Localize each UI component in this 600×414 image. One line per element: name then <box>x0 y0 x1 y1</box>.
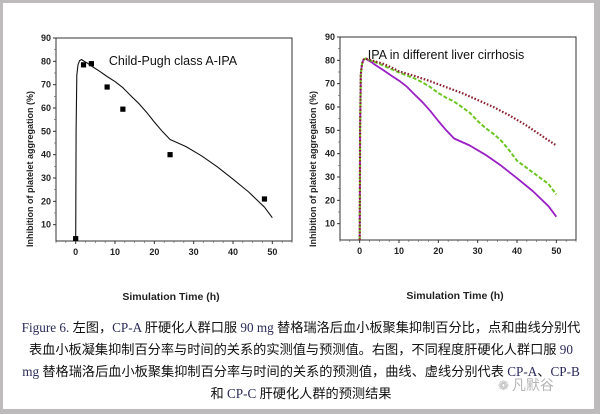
figure-caption: Figure 6. 左图，CP-A 肝硬化人群口服 90 mg 替格瑞洛后血小板… <box>21 317 581 405</box>
x-tick-label: 50 <box>551 246 561 256</box>
y-tick-label: 80 <box>325 55 335 65</box>
x-tick-label: 10 <box>110 247 120 257</box>
y-tick-label: 80 <box>41 56 51 66</box>
caption-segment: 和 <box>210 386 227 401</box>
y-tick-label: 10 <box>41 220 51 230</box>
y-tick-label: 50 <box>325 125 335 135</box>
y-tick-label: 70 <box>325 79 335 89</box>
series-line-cp-b <box>358 57 558 240</box>
chart-left: Child-Pugh class A-IPA 10 20 30 40 50 60 70 80 9… <box>0 3 300 313</box>
x-tick-label: 40 <box>512 246 522 256</box>
chart-child-pugh-a-ipa: Child-Pugh class A-IPA 10 20 30 40 50 60 70 80 9… <box>25 33 293 303</box>
caption-segment: 肝硬化人群的预测结果 <box>259 386 392 401</box>
x-tick-label: 30 <box>473 246 483 256</box>
x-tick-label: 0 <box>73 247 78 257</box>
y-tick-label: 20 <box>325 195 335 205</box>
caption-segment: CP-A <box>507 364 538 379</box>
caption-segment: 左图， <box>72 320 113 335</box>
caption-segment: 肝硬化人群口服 <box>144 320 241 335</box>
chart-title: Child-Pugh class A-IPA <box>109 54 238 68</box>
y-axis-label: Inhibition of platelet aggregation (%) <box>308 91 318 247</box>
y-tick-label: 40 <box>41 150 51 160</box>
caption-segment: CP-B <box>550 364 580 379</box>
x-tick-label: 50 <box>267 247 277 257</box>
x-tick-label: 10 <box>394 246 404 256</box>
y-tick-label: 70 <box>41 80 51 90</box>
x-tick-label: 40 <box>228 247 238 257</box>
observed-data-point <box>261 196 268 202</box>
plot-area: 10 20 30 40 50 60 70 80 90 0 10 20 30 40 50 <box>325 32 577 256</box>
watermark: ❁ 凡默谷 <box>498 375 554 395</box>
x-tick-label: 30 <box>189 247 199 257</box>
y-tick-label: 30 <box>325 172 335 182</box>
y-tick-label: 30 <box>41 173 51 183</box>
observed-data-point <box>167 152 173 158</box>
y-tick-label: 40 <box>325 149 335 159</box>
series-line-predicted <box>75 58 273 241</box>
axes-frame <box>339 36 577 241</box>
y-tick-label: 10 <box>325 219 335 229</box>
y-axis-label: Inhibition of platelet aggregation (%) <box>25 91 35 247</box>
x-axis-label: Simulation Time (h) <box>122 291 219 303</box>
y-tick-label: 90 <box>325 32 335 42</box>
axes-frame <box>55 37 293 242</box>
y-tick-label: 50 <box>41 126 51 136</box>
x-tick-label: 20 <box>149 247 159 257</box>
chart-title: IPA in different liver cirrhosis <box>368 48 525 62</box>
caption-segment: CP-A <box>112 320 145 335</box>
caption-segment: 90 mg <box>22 342 573 379</box>
chart-ipa-liver-cirrhosis: IPA in different liver cirrhosis 10 20 30 4… <box>308 32 577 302</box>
chart-right: IPA in different liver cirrhosis 10 20 30 4… <box>300 3 600 313</box>
observed-data-point <box>80 62 87 68</box>
figure-frame: Child-Pugh class A-IPA 10 20 30 40 50 60 70 80 9… <box>3 3 594 409</box>
caption-segment: 替格瑞洛后血小板聚集抑制百分比，点和曲线分别代表血小板凝集抑制百分率与时间的关系… <box>29 320 581 357</box>
series-line-cp-a <box>358 57 558 240</box>
x-tick-label: 0 <box>357 246 362 256</box>
observed-data-point <box>88 61 94 67</box>
caption-segment: 90 mg <box>240 320 278 335</box>
caption-segment: CP-C <box>226 386 260 401</box>
y-tick-label: 60 <box>41 103 51 113</box>
observed-data-point <box>104 84 110 90</box>
y-tick-label: 90 <box>41 33 51 43</box>
watermark-text: 凡默谷 <box>511 378 554 394</box>
observed-data-point <box>120 106 126 112</box>
wechat-icon: ❁ <box>498 379 509 394</box>
x-tick-label: 20 <box>433 246 443 256</box>
caption-segment: Figure 6. <box>21 320 73 335</box>
caption-segment: 替格瑞洛后血小板聚集抑制百分率与时间的关系的预测值，曲线、虚线分别代表 <box>42 364 508 379</box>
y-tick-label: 60 <box>325 102 335 112</box>
caption-segment: 、 <box>537 364 551 379</box>
plot-area: 10 20 30 40 50 60 70 80 90 0 10 20 30 40 50 <box>41 33 293 257</box>
y-tick-label: 20 <box>41 196 51 206</box>
series-line-cp-c <box>358 57 557 240</box>
x-axis-label: Simulation Time (h) <box>406 290 503 302</box>
